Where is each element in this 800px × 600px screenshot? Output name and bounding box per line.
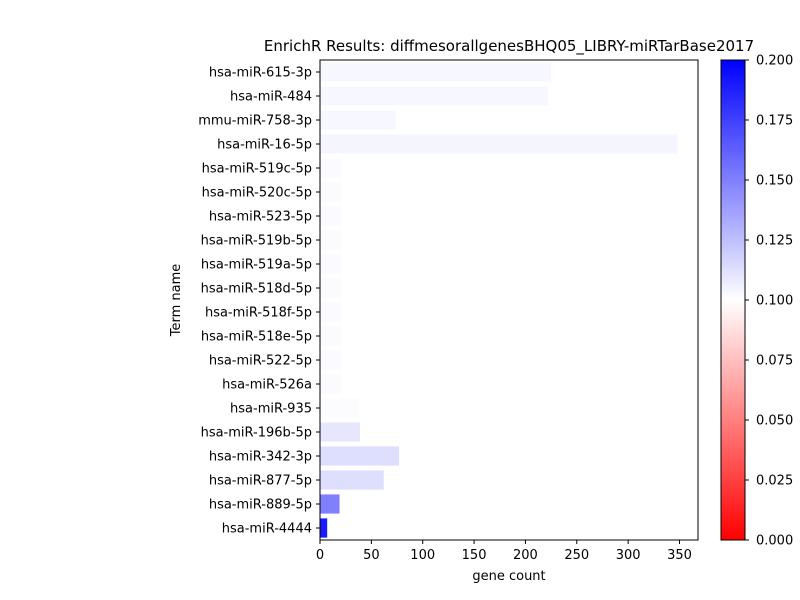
bar-hsa-miR-523-5p [320,206,342,226]
y-tick-label: hsa-miR-523-5p [209,210,312,225]
y-tick-label: hsa-miR-889-5p [209,498,312,513]
bar-hsa-miR-342-3p [320,446,400,466]
y-tick-label: mmu-miR-758-3p [198,114,312,129]
colorbar-ticks: 0.000 0.025 0.050 0.075 0.100 0.125 0.150 0.175… [745,54,793,549]
bar-hsa-miR-526a [320,374,342,394]
y-tick-label: hsa-miR-526a [222,378,312,393]
bar-hsa-miR-4444 [320,518,328,538]
bar-hsa-miR-877-5p [320,470,384,490]
x-axis: 0 50 100 150 200 250 300 350 [316,540,692,563]
bar-hsa-miR-518f-5p [320,302,342,322]
bar-hsa-miR-16-5p [320,134,678,154]
x-tick-label: 200 [513,548,538,563]
y-tick-label: hsa-miR-518d-5p [201,282,312,297]
y-tick-labels: hsa-miR-615-3p hsa-miR-484 mmu-miR-758-3p h… [198,66,320,537]
y-tick-label: hsa-miR-519c-5p [202,162,312,177]
y-tick-label: hsa-miR-520c-5p [202,186,312,201]
bar-hsa-miR-484 [320,86,549,106]
x-tick-label: 100 [410,548,435,563]
y-tick-label: hsa-miR-522-5p [209,354,312,369]
bar-hsa-miR-522-5p [320,350,342,370]
y-tick-label: hsa-miR-935 [230,402,312,417]
bar-hsa-miR-518d-5p [320,278,342,298]
y-tick-label: hsa-miR-518f-5p [205,306,312,321]
x-tick-label: 250 [564,548,589,563]
x-tick-label: 0 [316,548,324,563]
bar-hsa-miR-519a-5p [320,254,342,274]
x-tick-label: 300 [616,548,641,563]
colorbar-tick-label: 0.100 [756,294,793,309]
y-tick-label: hsa-miR-615-3p [209,66,312,81]
colorbar-tick-label: 0.000 [756,534,793,549]
colorbar-tick-label: 0.125 [756,234,793,249]
colorbar-tick-label: 0.200 [756,54,793,69]
colorbar-tick-label: 0.150 [756,174,793,189]
colorbar-tick-label: 0.025 [756,474,793,489]
y-tick-label: hsa-miR-519b-5p [201,234,312,249]
y-tick-label: hsa-miR-877-5p [209,474,312,489]
x-tick-label: 50 [363,548,380,563]
bar-hsa-miR-196b-5p [320,422,361,442]
bar-hsa-miR-518e-5p [320,326,342,346]
bars-layer [320,62,678,538]
bar-hsa-miR-889-5p [320,494,340,514]
bar-mmu-miR-758-3p [320,110,397,130]
colorbar-tick-label: 0.075 [756,354,793,369]
colorbar-tick-label: 0.050 [756,414,793,429]
x-axis-label: gene count [472,569,545,584]
y-tick-label: hsa-miR-196b-5p [201,426,312,441]
y-tick-label: hsa-miR-16-5p [217,138,312,153]
colorbar-tick-label: 0.175 [756,114,793,129]
y-tick-label: hsa-miR-484 [230,90,312,105]
y-tick-label: hsa-miR-4444 [222,522,312,537]
plot-frame [319,59,699,541]
bar-hsa-miR-935 [320,398,360,418]
bar-hsa-miR-519b-5p [320,230,342,250]
bar-hsa-miR-615-3p [320,62,552,82]
y-tick-label: hsa-miR-342-3p [209,450,312,465]
colorbar [720,59,746,541]
chart-title: EnrichR Results: diffmesorallgenesBHQ05_… [264,37,754,56]
y-axis-label: Term name [169,264,184,338]
x-tick-label: 150 [462,548,487,563]
bar-hsa-miR-519c-5p [320,158,342,178]
x-tick-label: 350 [667,548,692,563]
y-tick-label: hsa-miR-519a-5p [201,258,312,273]
y-tick-label: hsa-miR-518e-5p [201,330,312,345]
bar-hsa-miR-520c-5p [320,182,342,202]
